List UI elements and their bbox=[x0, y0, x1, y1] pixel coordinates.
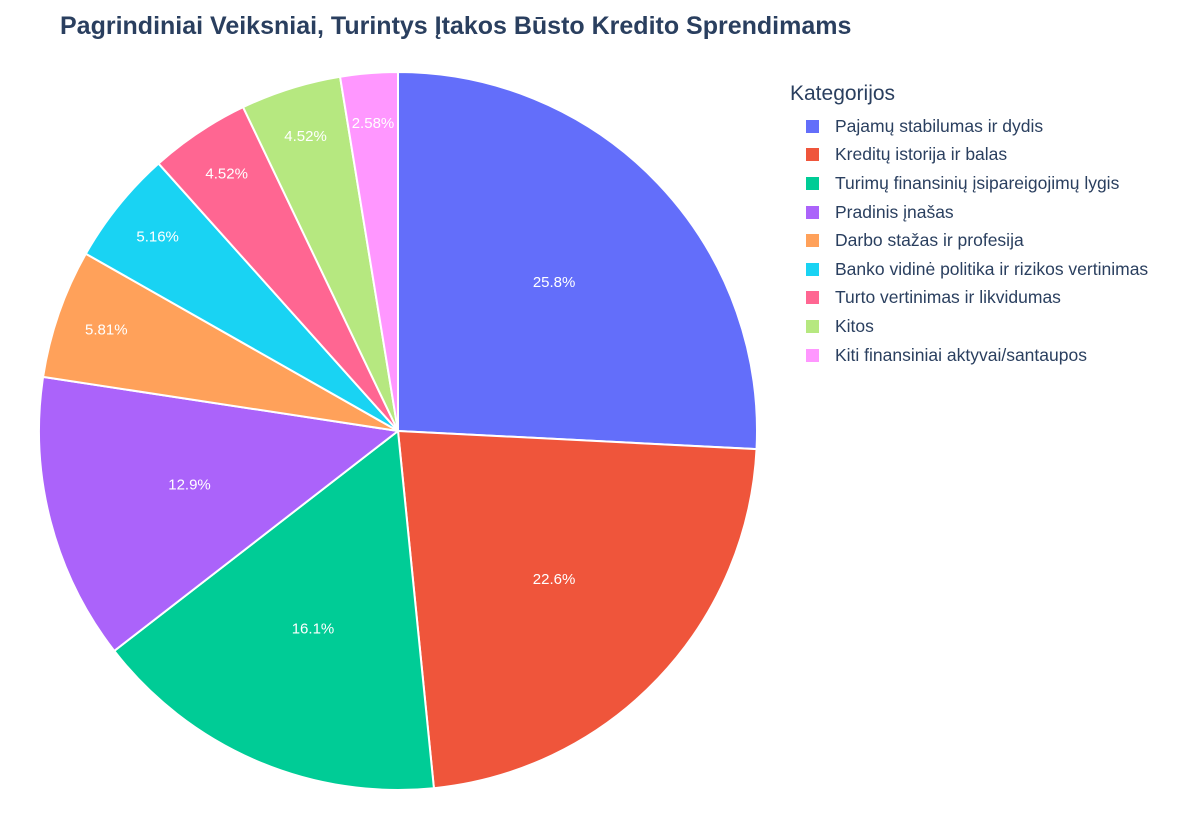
legend-swatch bbox=[806, 148, 819, 162]
pie-slice-9[interactable] bbox=[338, 70, 399, 432]
legend-item-7[interactable]: Turto vertinimas ir likvidumas bbox=[790, 284, 1148, 313]
pie-slices bbox=[38, 70, 758, 791]
pie-chart: 25.8% 22.6% 16.1% 12.9% 5.81% 5.16% 4.52% 4.52%… bbox=[38, 70, 758, 791]
pie-slice-label-3: 16.1% bbox=[292, 620, 335, 637]
legend-swatch bbox=[806, 319, 819, 333]
legend-items: Pajamų stabilumas ir dydis Kreditų istori… bbox=[790, 112, 1148, 369]
legend-item-4[interactable]: Pradinis įnašas bbox=[790, 198, 1148, 227]
legend-label: Pajamų stabilumas ir dydis bbox=[835, 115, 1044, 136]
legend-swatch bbox=[806, 176, 819, 190]
legend-label: Turto vertinimas ir likvidumas bbox=[835, 287, 1061, 308]
pie-slice-label-4: 12.9% bbox=[168, 477, 211, 494]
legend-swatch bbox=[806, 262, 819, 276]
legend-item-8[interactable]: Kitos bbox=[790, 312, 1148, 341]
legend-swatch bbox=[806, 205, 819, 219]
pie-slice-label-2: 22.6% bbox=[533, 571, 576, 588]
pie-slice-1[interactable] bbox=[397, 70, 758, 451]
legend-label: Kreditų istorija ir balas bbox=[835, 144, 1008, 165]
pie-slice-label-7: 4.52% bbox=[205, 166, 248, 183]
pie-slice-4[interactable] bbox=[38, 375, 401, 653]
pie-slice-2[interactable] bbox=[396, 429, 758, 790]
legend-swatch bbox=[806, 348, 819, 362]
legend-item-5[interactable]: Darbo stažas ir profesija bbox=[790, 226, 1148, 255]
legend-swatch bbox=[806, 234, 819, 248]
chart-title: Pagrindiniai Veiksniai, Turintys Įtakos … bbox=[60, 12, 852, 40]
legend-swatch bbox=[806, 291, 819, 305]
legend-item-1[interactable]: Pajamų stabilumas ir dydis bbox=[790, 112, 1148, 141]
legend-item-6[interactable]: Banko vidinė politika ir rizikos vertini… bbox=[790, 255, 1148, 284]
legend-label: Banko vidinė politika ir rizikos vertini… bbox=[835, 258, 1149, 279]
pie-slice-label-1: 25.8% bbox=[533, 274, 576, 291]
pie-slice-3[interactable] bbox=[112, 429, 436, 791]
pie-slice-label-6: 5.16% bbox=[136, 229, 179, 246]
legend-label: Kitos bbox=[835, 315, 874, 336]
pie-slice-label-8: 4.52% bbox=[284, 128, 327, 145]
pie-slice-label-9: 2.58% bbox=[352, 115, 395, 132]
legend: Kategorijos Pajamų stabilumas ir dydis Kr… bbox=[790, 82, 1148, 369]
pie-labels: 25.8% 22.6% 16.1% 12.9% 5.81% 5.16% 4.52% 4.52%… bbox=[85, 115, 575, 638]
pie-slice-label-5: 5.81% bbox=[85, 321, 128, 338]
legend-item-9[interactable]: Kiti finansiniai aktyvai/santaupos bbox=[790, 341, 1148, 370]
legend-item-2[interactable]: Kreditų istorija ir balas bbox=[790, 141, 1148, 170]
pie-slice-5[interactable] bbox=[41, 252, 399, 432]
legend-label: Darbo stažas ir profesija bbox=[835, 230, 1024, 251]
legend-title: Kategorijos bbox=[790, 82, 896, 105]
legend-label: Pradinis įnašas bbox=[835, 201, 954, 222]
legend-item-3[interactable]: Turimų finansinių įsipareigojimų lygis bbox=[790, 169, 1148, 198]
legend-swatch bbox=[806, 119, 819, 133]
legend-label: Kiti finansiniai aktyvai/santaupos bbox=[835, 344, 1087, 365]
legend-label: Turimų finansinių įsipareigojimų lygis bbox=[835, 172, 1120, 193]
